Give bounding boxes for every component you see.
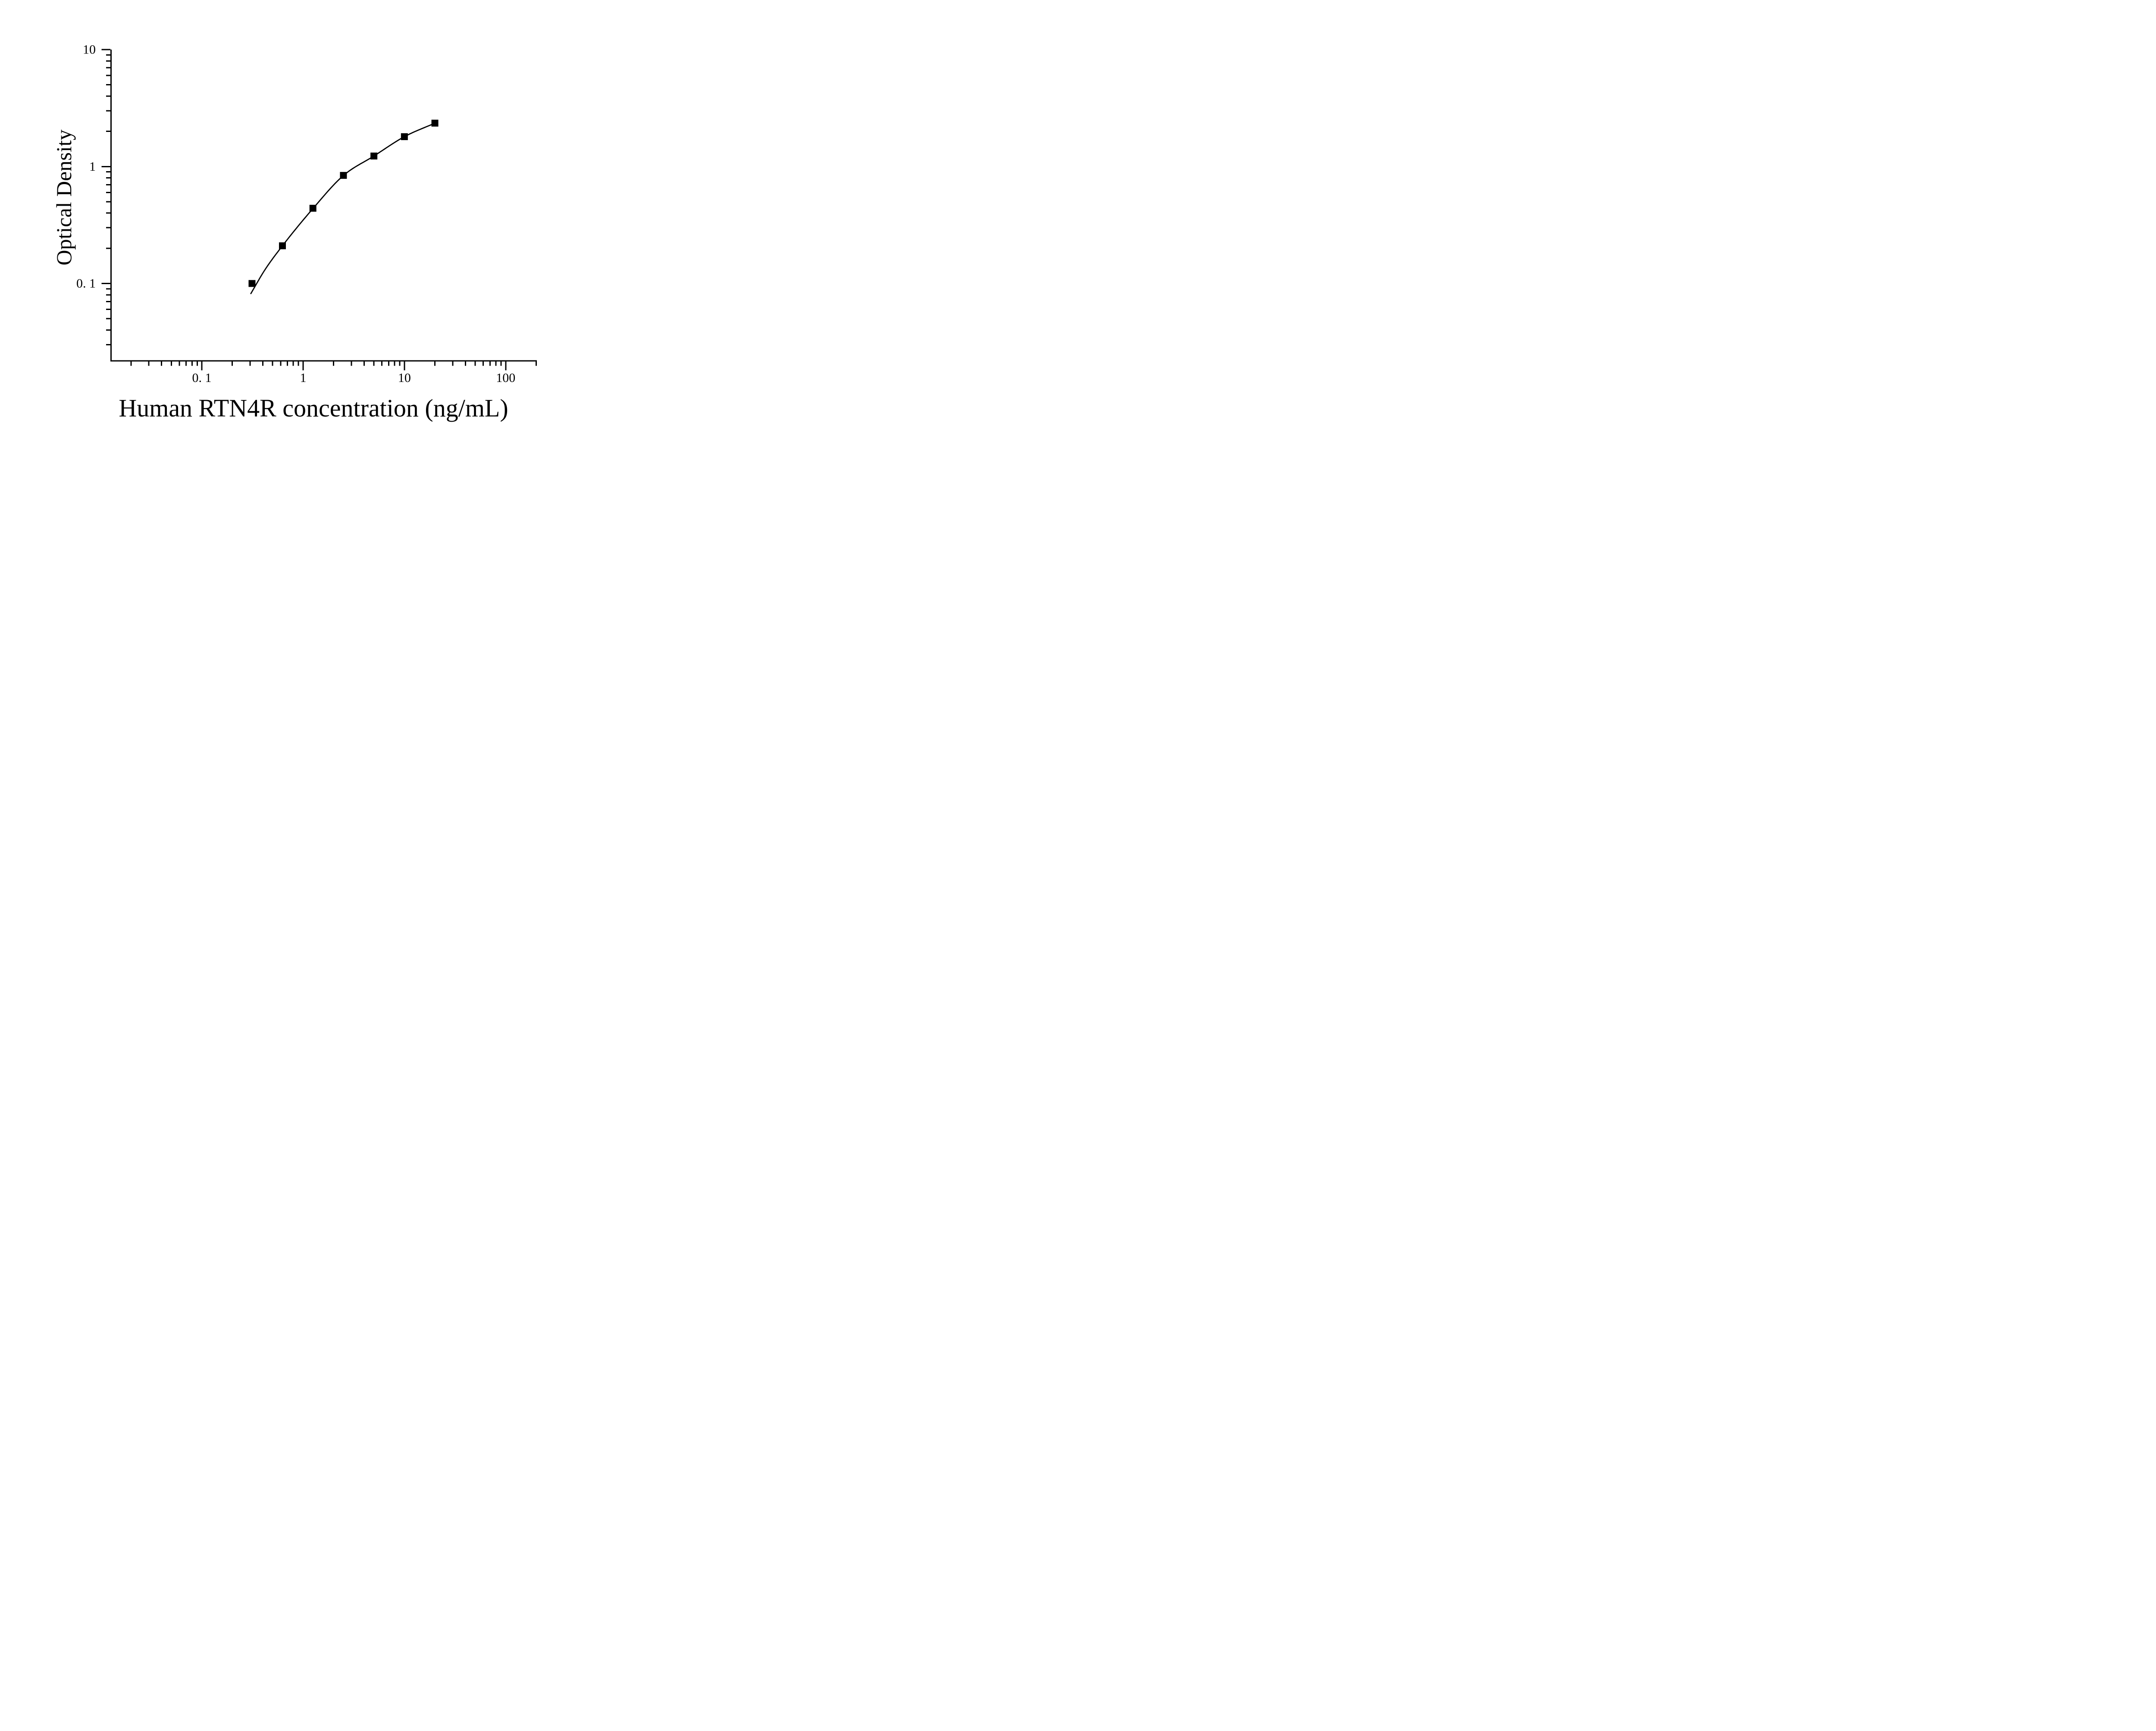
data-point-square — [279, 242, 286, 250]
data-point-square — [431, 119, 439, 127]
x-tick-label: 10 — [398, 371, 411, 385]
x-tick-label: 100 — [496, 371, 515, 385]
fitted-curve-line — [250, 122, 436, 294]
data-point-square — [248, 280, 256, 287]
figure-canvas: 0. 1 1 10 100 10 1 0. 1 Human RTN4R concentrat… — [0, 0, 620, 433]
data-point-square — [309, 204, 317, 212]
y-tick-label: 0. 1 — [76, 276, 96, 291]
axes: 0. 1 1 10 100 10 1 0. 1 — [76, 43, 537, 385]
y-tick-label: 10 — [83, 43, 96, 57]
fit-curve — [250, 122, 436, 294]
data-point-square — [370, 152, 378, 160]
x-tick-label: 0. 1 — [192, 371, 212, 385]
data-points — [248, 119, 439, 287]
y-axis-title: Optical Density — [52, 129, 76, 265]
x-tick-label: 1 — [300, 371, 306, 385]
standard-curve-chart: 0. 1 1 10 100 10 1 0. 1 Human RTN4R concentrat… — [52, 43, 537, 422]
data-point-square — [401, 133, 408, 141]
data-point-square — [340, 172, 347, 179]
x-axis-title: Human RTN4R concentration (ng/mL) — [119, 394, 508, 422]
y-tick-label: 1 — [89, 160, 96, 174]
axis-spine — [110, 50, 537, 362]
